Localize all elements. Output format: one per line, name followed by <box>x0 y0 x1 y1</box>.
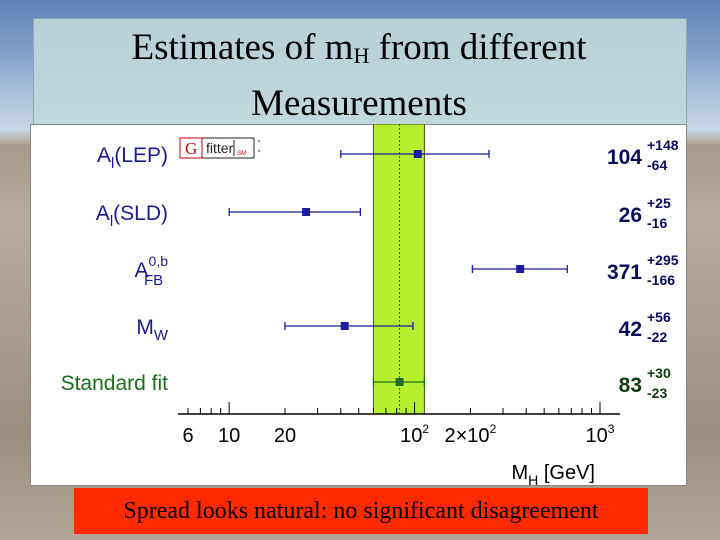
x-tick-base: 10 <box>218 425 240 447</box>
measurement-err-minus: -166 <box>647 272 675 288</box>
title-rest: from different <box>369 27 587 68</box>
measurement-err-minus: -16 <box>647 215 667 231</box>
x-tick-base: 6 <box>182 425 193 447</box>
title-subscript: H <box>353 43 370 68</box>
x-axis-label-sub: H <box>528 472 538 486</box>
fit-label: Standard fit <box>61 372 169 395</box>
measurement-err-minus: -64 <box>647 157 667 173</box>
fit-err-minus: -23 <box>647 385 667 401</box>
measurement-value: 26 <box>619 204 642 227</box>
logo-letter: G <box>185 139 197 158</box>
x-tick-label: 2×102 <box>445 422 497 447</box>
fit-band <box>372 124 425 415</box>
measurement-err-plus: +295 <box>647 252 679 268</box>
x-tick-exponent: 3 <box>608 422 615 436</box>
x-tick-exponent: 2 <box>490 422 497 436</box>
x-tick-label: 102 <box>400 422 429 447</box>
logo-mark <box>257 149 261 153</box>
label-main: A <box>135 259 149 282</box>
measurement-err-plus: +25 <box>647 195 671 211</box>
label-subscript: W <box>154 327 169 344</box>
caption-box <box>74 488 648 534</box>
measurement-err-minus: -22 <box>647 329 667 345</box>
label-subscript: l <box>110 213 113 230</box>
x-tick-label: 6 <box>182 425 193 447</box>
label-superscript: 0,b <box>149 253 169 269</box>
x-axis-label-unit: [GeV] <box>538 462 595 484</box>
measurement-err-plus: +56 <box>647 309 671 325</box>
label-subscript: l <box>111 155 114 172</box>
x-tick-exponent: 2 <box>422 422 429 436</box>
x-tick-base: 10 <box>400 425 422 447</box>
title-main: Estimates of m <box>131 27 354 68</box>
x-tick-base: 10 <box>586 425 608 447</box>
fit-err-plus: +30 <box>647 365 671 381</box>
caption: Spread looks natural: no significant dis… <box>123 498 599 524</box>
measurement-label: Al(LEP) <box>97 144 168 172</box>
label-suffix: (LEP) <box>114 144 168 167</box>
measurement-value: 371 <box>607 261 642 284</box>
x-tick-label: 20 <box>274 425 296 447</box>
band-group <box>372 124 425 415</box>
label-suffix: (SLD) <box>113 202 168 225</box>
measurement-label: MW <box>136 316 169 344</box>
gfitter-logo: G fitter SM <box>179 137 261 159</box>
logo-word: fitter <box>206 140 234 156</box>
logo-g-box <box>179 137 203 159</box>
measurement-point-marker <box>516 265 525 273</box>
x-axis-label-main: M <box>512 462 529 484</box>
label-main: A <box>96 202 110 225</box>
x-tick-label: 103 <box>586 422 615 447</box>
x-tick-label: 10 <box>218 425 240 447</box>
points-group <box>228 150 568 386</box>
fit-value: 83 <box>619 374 642 397</box>
x-tick-base: 20 <box>274 425 296 447</box>
title-line2: Measurements <box>251 83 467 124</box>
x-tick-base: 2×10 <box>445 425 490 447</box>
x-axis-label: MH [GeV] <box>512 462 596 486</box>
label-subscript: FB <box>144 272 163 289</box>
measurement-err-plus: +148 <box>647 137 679 153</box>
fit-point-marker <box>395 378 404 386</box>
measurement-point-marker <box>340 322 349 330</box>
title-box <box>33 18 687 126</box>
slide-title: Estimates of mH from different Measureme… <box>33 24 685 128</box>
logo-tag: SM <box>237 151 246 157</box>
measurement-value: 104 <box>607 146 642 169</box>
measurement-point-marker <box>413 150 422 158</box>
measurement-value: 42 <box>619 318 642 341</box>
measurement-point-marker <box>302 208 311 216</box>
logo-mark <box>257 139 261 143</box>
values-group: 104 +148 -64 26 +25 -16 371 +295 -166 42 +56 -22 83 +… <box>607 137 679 401</box>
chart-panel <box>30 124 687 486</box>
label-main: M <box>136 316 154 339</box>
measurement-label: A0,b FB <box>135 253 169 289</box>
label-main: A <box>97 144 111 167</box>
measurement-label: Al(SLD) <box>96 202 168 230</box>
